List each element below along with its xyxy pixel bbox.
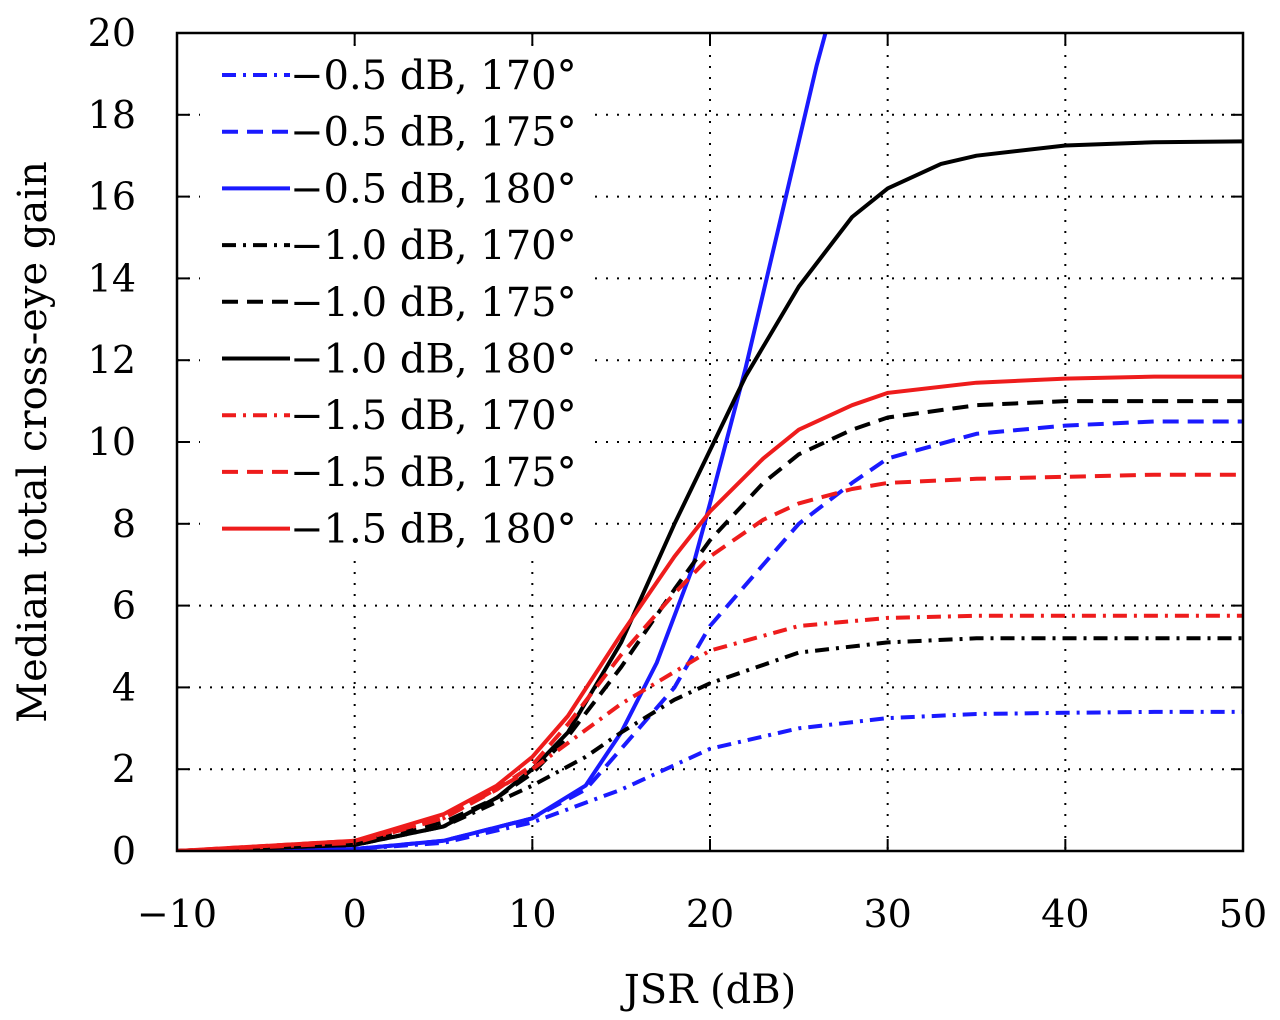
ticks	[176, 32, 1244, 852]
series-line-3	[177, 33, 828, 851]
y-tick-label: 2	[112, 747, 136, 791]
x-axis-label: JSR (dB)	[620, 967, 796, 1013]
legend-entry: −1.0 dB, 175°	[290, 280, 577, 326]
y-tick-label: 14	[88, 256, 136, 300]
y-tick-label: 20	[88, 11, 136, 55]
y-tick-label: 16	[88, 175, 136, 219]
y-tick-label: 0	[112, 829, 136, 873]
y-tick-label: 4	[112, 665, 136, 709]
legend-entry: −1.5 dB, 170°	[290, 393, 577, 439]
x-tick-label: 30	[863, 892, 911, 936]
y-tick-label: 6	[112, 584, 136, 628]
y-tick-label: 8	[112, 502, 136, 546]
y-tick-label: 12	[88, 338, 136, 382]
x-tick-label: 40	[1041, 892, 1089, 936]
x-tick-label: 10	[508, 892, 556, 936]
legend-entry: −1.0 dB, 180°	[290, 337, 577, 383]
series-line-9	[177, 374, 1243, 851]
x-tick-label: 50	[1219, 892, 1267, 936]
legend-entry: −1.5 dB, 180°	[290, 507, 577, 553]
legend-entry: −0.5 dB, 180°	[290, 166, 577, 212]
y-tick-labels: 0 2 4 6 8 10 12 14 16 18 20	[88, 11, 136, 873]
legend-entry: −0.5 dB, 170°	[290, 53, 577, 99]
x-tick-label: −10	[137, 892, 217, 936]
legend-entry: −0.5 dB, 175°	[290, 110, 577, 156]
x-tick-label: 20	[686, 892, 734, 936]
legend-entry: −1.5 dB, 175°	[290, 450, 577, 496]
y-axis-label: Median total cross-eye gain	[10, 161, 56, 723]
y-tick-label: 10	[88, 420, 136, 464]
legend-background	[200, 48, 592, 558]
x-tick-label: 0	[343, 892, 367, 936]
series-line-8	[177, 472, 1243, 851]
x-tick-labels: −10 0 10 20 30 40 50	[137, 892, 1267, 936]
series-line-6	[177, 139, 1243, 851]
series-layer	[177, 33, 1243, 851]
legend-entry: −1.0 dB, 170°	[290, 223, 577, 269]
y-tick-label: 18	[88, 93, 136, 137]
legend: −0.5 dB, 170° −0.5 dB, 175° −0.5 dB, 180° −…	[200, 48, 592, 558]
